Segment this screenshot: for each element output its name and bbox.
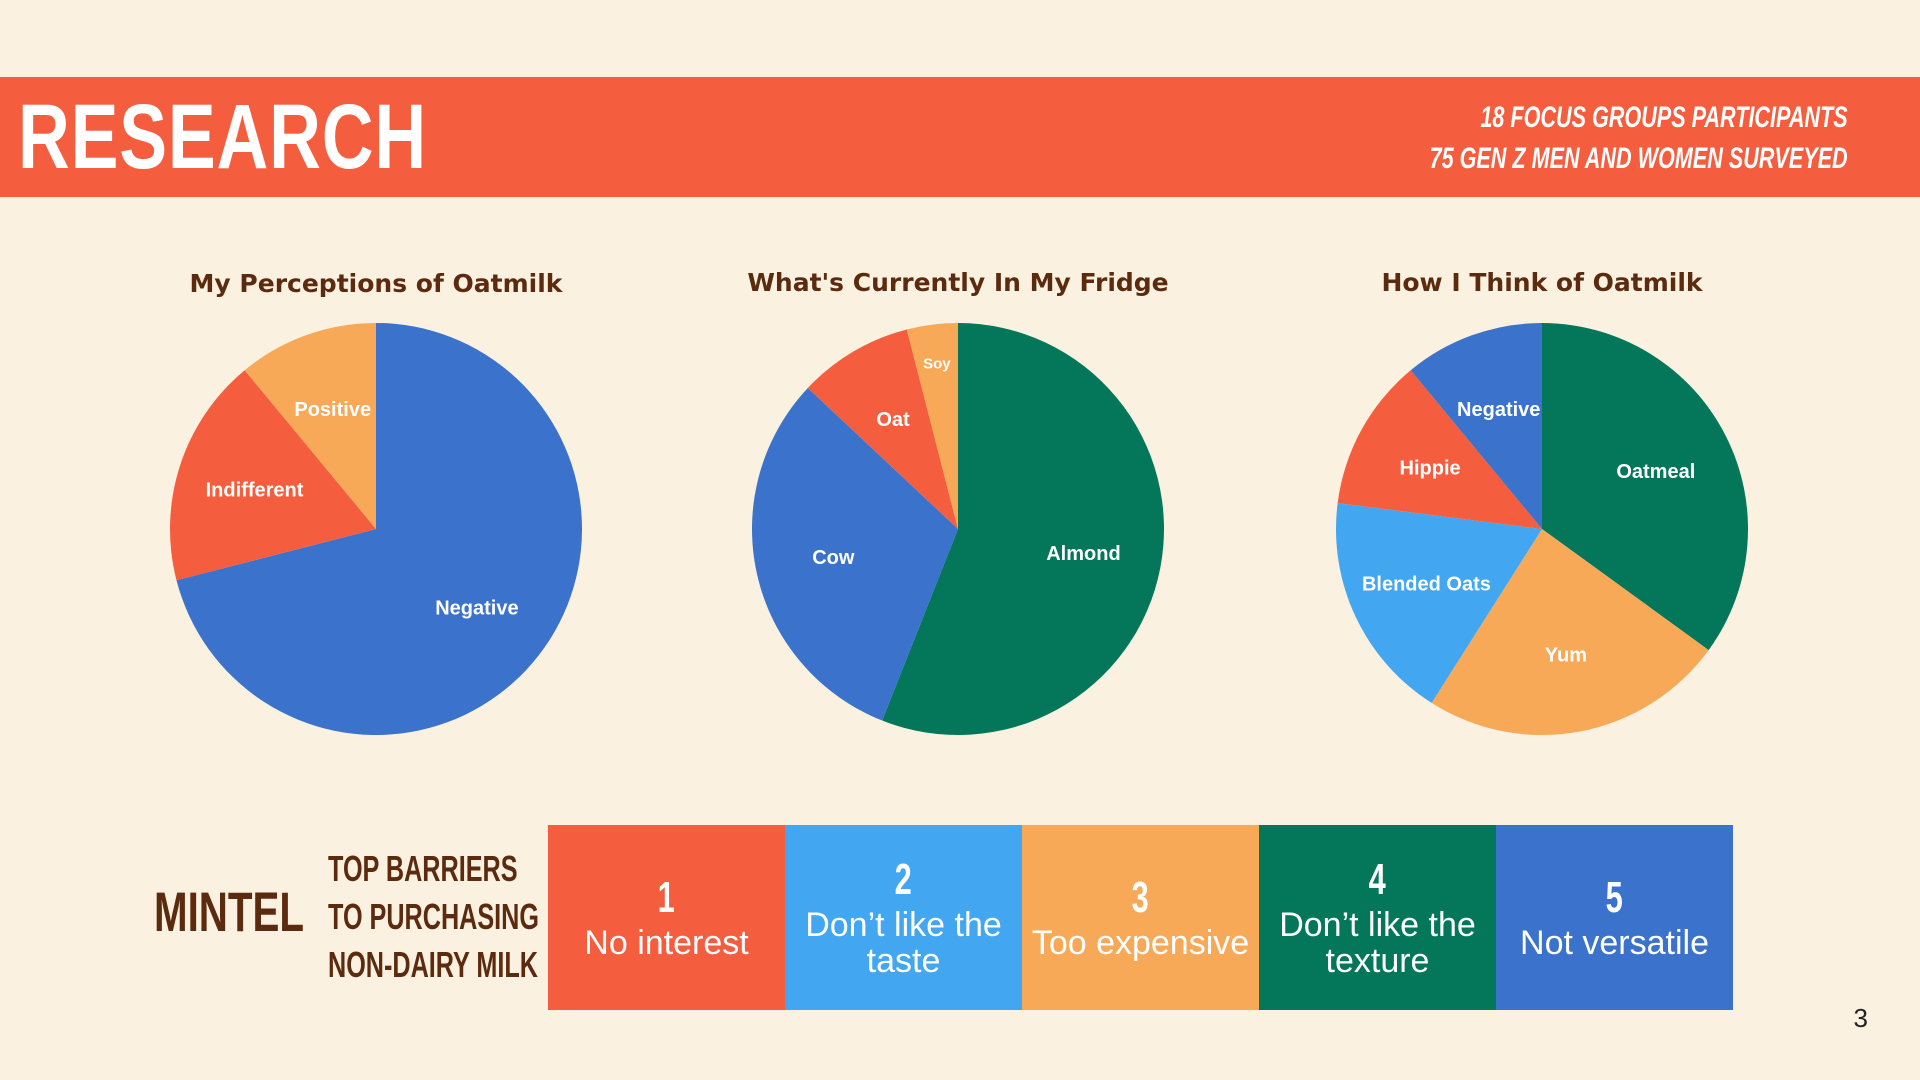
barrier-box-5: 5 Not versatile <box>1496 825 1733 1010</box>
slice-label-cow: Cow <box>812 547 855 569</box>
barriers-heading-line-2: TO PURCHASING <box>328 896 539 937</box>
chart-title-3: How I Think of Oatmilk <box>1381 268 1703 297</box>
barrier-box-1: 1 No interest <box>548 825 785 1010</box>
slice-label-hippie: Hippie <box>1400 457 1461 479</box>
slice-label-soy: Soy <box>923 355 951 372</box>
page-number: 3 <box>1853 1003 1868 1033</box>
pie-slice-negative <box>176 323 582 736</box>
pie-slice-yum <box>1431 529 1709 736</box>
barrier-text: Not versatile <box>1520 923 1709 962</box>
pie-slice-cow <box>752 387 958 721</box>
pie-slice-almond <box>882 323 1165 736</box>
chart-title-2: What's Currently In My Fridge <box>747 268 1168 297</box>
pie-slice-oat <box>807 329 958 529</box>
barrier-rank: 1 <box>657 872 676 922</box>
summary-line-focus-groups: 18 FOCUS GROUPS PARTICIPANTS <box>1480 101 1848 134</box>
barriers-heading: TOP BARRIERS TO PURCHASING NON-DAIRY MIL… <box>328 845 539 989</box>
slice-label-almond: Almond <box>1046 543 1120 565</box>
slice-label-indifferent: Indifferent <box>206 480 304 502</box>
barriers-heading-line-1: TOP BARRIERS <box>328 848 518 889</box>
barrier-rank: 3 <box>1131 872 1150 922</box>
barrier-box-4: 4 Don’t like the texture <box>1259 825 1496 1010</box>
header-banner: RESEARCH 18 FOCUS GROUPS PARTICIPANTS 75… <box>0 77 1920 197</box>
pie-slice-oatmeal <box>1542 323 1748 651</box>
barrier-text: Don’t like the taste <box>805 905 1002 980</box>
barrier-rank: 5 <box>1605 872 1624 922</box>
slice-label-blended-oats: Blended Oats <box>1362 573 1491 595</box>
barrier-text: No interest <box>584 923 749 962</box>
pie-slice-positive <box>244 323 376 529</box>
barrier-rank: 4 <box>1368 854 1387 904</box>
slice-label-positive: Positive <box>294 399 371 421</box>
page-title: RESEARCH <box>18 86 427 188</box>
pie-slice-soy <box>906 323 958 529</box>
slice-label-oatmeal: Oatmeal <box>1616 461 1695 483</box>
barrier-text: Too expensive <box>1031 923 1250 962</box>
pie-slice-indifferent <box>170 370 376 581</box>
chart-title-1: My Perceptions of Oatmilk <box>190 269 564 298</box>
pie-slice-negative <box>1410 323 1542 529</box>
slice-label-yum: Yum <box>1545 644 1587 666</box>
slice-label-negative: Negative <box>435 597 518 619</box>
barriers-heading-line-3: NON-DAIRY MILK <box>328 944 538 985</box>
research-summary: 18 FOCUS GROUPS PARTICIPANTS 75 GEN Z ME… <box>1430 97 1848 179</box>
barrier-box-3: 3 Too expensive <box>1022 825 1259 1010</box>
pie-slice-hippie <box>1337 370 1542 529</box>
mintel-label: MINTEL <box>154 880 305 943</box>
summary-line-surveyed: 75 GEN Z MEN AND WOMEN SURVEYED <box>1429 142 1848 175</box>
pie-slice-blended-oats <box>1336 503 1542 703</box>
barrier-text: Don’t like the texture <box>1279 905 1476 980</box>
barrier-box-2: 2 Don’t like the taste <box>785 825 1022 1010</box>
slice-label-oat: Oat <box>876 409 910 431</box>
barrier-list: 1 No interest 2 Don’t like the taste 3 T… <box>548 825 1733 1010</box>
barrier-rank: 2 <box>894 854 913 904</box>
slice-label-negative: Negative <box>1457 399 1540 421</box>
